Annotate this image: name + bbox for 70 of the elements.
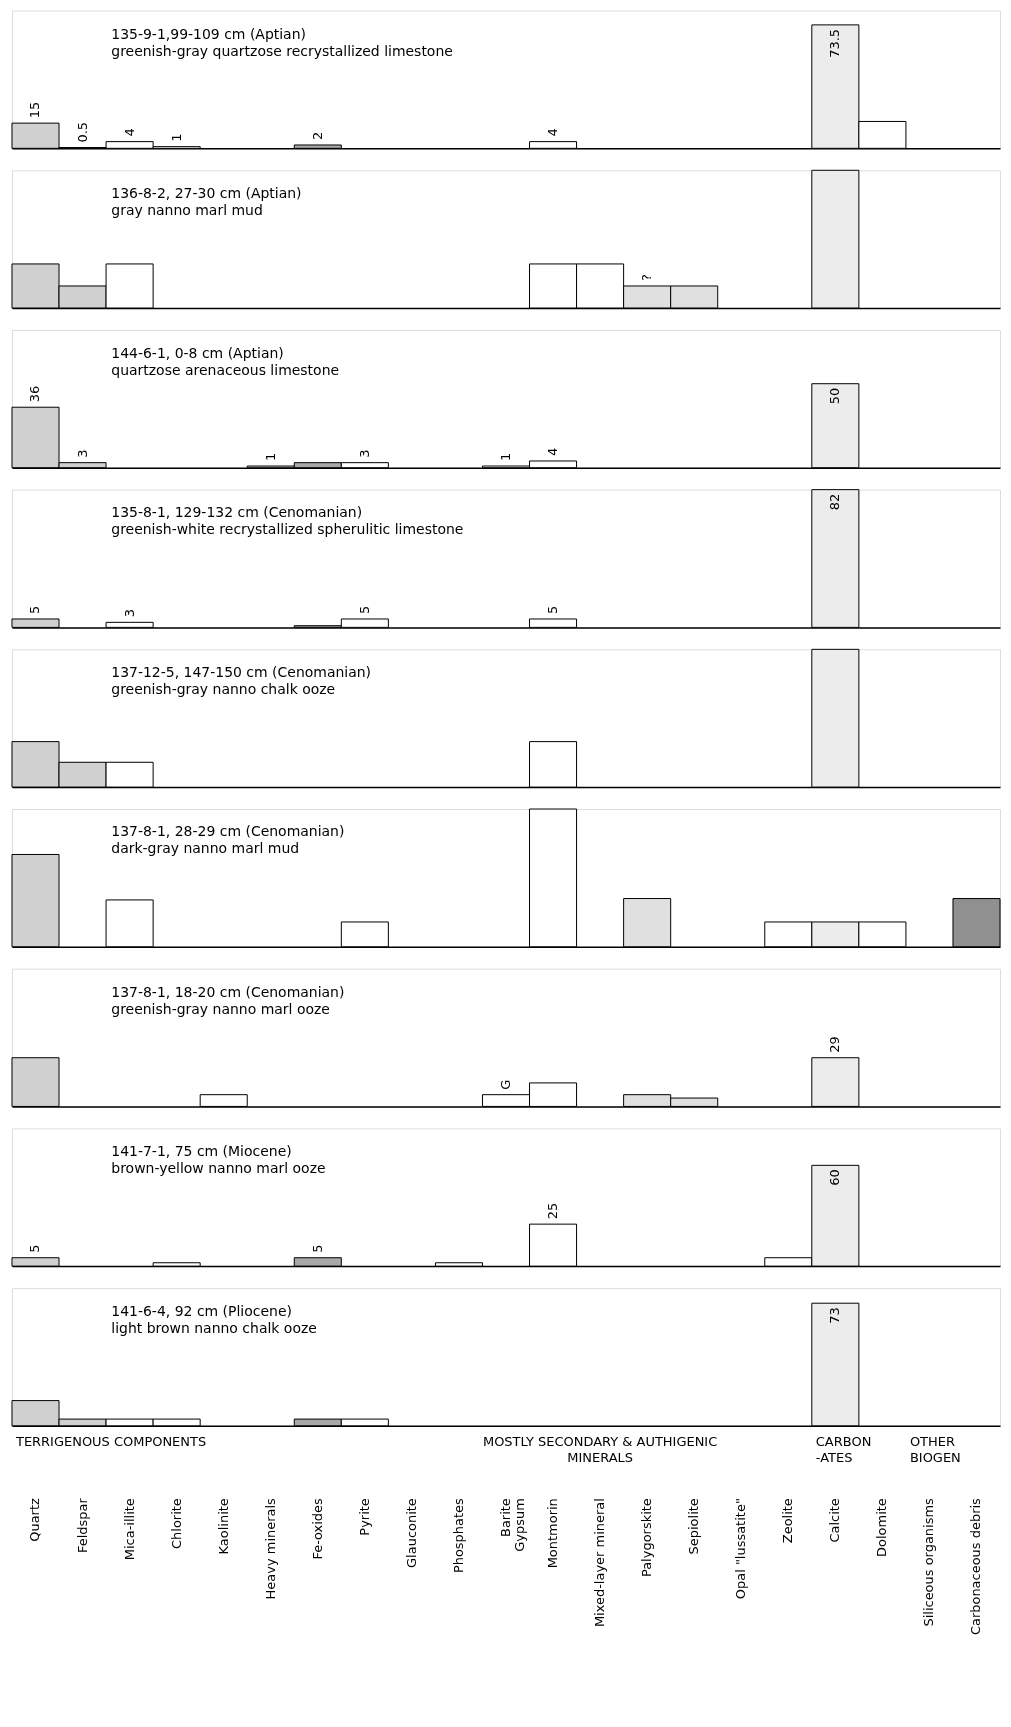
data-label: 3 — [121, 609, 137, 618]
x-tick-label: Calcite — [827, 1498, 843, 1543]
data-label: 4 — [121, 128, 137, 137]
data-label: 0.5 — [74, 121, 90, 143]
chart-title: 135-9-1,99-109 cm (Aptian) — [111, 25, 306, 42]
data-label: 73 — [827, 1307, 843, 1324]
text: CARBON -ATES — [815, 1433, 872, 1465]
text: TERRIGENOUS COMPONENTS — [14, 1433, 207, 1449]
x-tick-label: Feldspar — [74, 1497, 90, 1553]
data-label: 4 — [545, 447, 561, 456]
data-label: 1 — [168, 133, 184, 142]
data-label: 15 — [27, 101, 43, 119]
x-tick-label: Montmorin — [545, 1498, 561, 1569]
data-label: 2 — [309, 131, 325, 140]
text: greenish-white recrystallized spherulitic limestone — [111, 521, 464, 538]
x-tick-label: Siliceous organisms — [921, 1497, 937, 1627]
data-label: 3 — [74, 449, 90, 458]
x-tick-label: Mixed-layer mineral — [592, 1498, 608, 1628]
data-label: 1 — [262, 452, 278, 462]
x-tick-label: Heavy minerals — [262, 1497, 278, 1600]
data-label: 60 — [827, 1169, 843, 1186]
chart-title: 141-7-1, 75 cm (Miocene) — [111, 1143, 292, 1160]
x-tick-label: Mica-illite — [121, 1498, 137, 1561]
text: 137-8-1, 28-29 cm (Cenomanian) — [111, 823, 345, 840]
data-label: 5 — [309, 1244, 325, 1253]
x-tick-label: Quartz — [27, 1497, 43, 1542]
chart-subtitle: greenish-gray nanno marl ooze — [111, 1000, 330, 1017]
data-label: 5 — [545, 605, 561, 614]
text: 135-8-1, 129-132 cm (Cenomanian) — [111, 504, 363, 521]
x-tick-label: Fe-oxides — [309, 1497, 325, 1560]
x-tick-label: Barite Gypsum — [497, 1498, 527, 1552]
text: dark-gray nanno marl mud — [111, 840, 300, 857]
x-tick-label: Zeolite — [780, 1498, 796, 1544]
text: OTHER BIOGEN — [909, 1433, 961, 1465]
text: 136-8-2, 27-30 cm (Aptian) — [111, 184, 302, 201]
annotation: ? — [639, 274, 655, 281]
data-label: 3 — [356, 449, 372, 458]
data-label: 36 — [27, 385, 43, 403]
x-tick-label: Pyrite — [356, 1498, 372, 1536]
x-tick-label: Chlorite — [168, 1498, 184, 1549]
chart-title: 141-6-4, 92 cm (Pliocene) — [111, 1303, 292, 1320]
text: gray nanno marl mud — [111, 201, 263, 218]
text: 137-12-5, 147-150 cm (Cenomanian) — [111, 663, 372, 680]
text: greenish-gray quartzose recrystallized limestone — [111, 42, 453, 59]
x-tick-label: Glauconite — [403, 1498, 419, 1568]
x-tick-label: Palygorskite — [639, 1498, 655, 1578]
data-label: 50 — [827, 387, 843, 405]
data-label: 5 — [27, 605, 43, 614]
data-label: 29 — [827, 1036, 843, 1053]
annotation: G — [497, 1079, 513, 1090]
data-label: 5 — [356, 605, 372, 614]
x-tick-label: Kaolinite — [215, 1498, 231, 1555]
data-label: 5 — [27, 1244, 43, 1253]
data-label: 1 — [497, 452, 513, 462]
data-label: 82 — [827, 493, 843, 511]
chart-title: 137-8-1, 18-20 cm (Cenomanian) — [111, 983, 345, 1000]
x-tick-label: Opal "lussatite" — [733, 1498, 749, 1600]
text: MOSTLY SECONDARY & AUTHIGENIC MINERALS — [482, 1433, 718, 1465]
chart-subtitle: brown-yellow nanno marl ooze — [111, 1160, 326, 1177]
chart-title: 144-6-1, 0-8 cm (Aptian) — [111, 344, 284, 361]
text: light brown nanno chalk ooze — [111, 1319, 317, 1336]
data-label: 73.5 — [827, 28, 843, 58]
text: greenish-gray nanno chalk ooze — [111, 680, 336, 697]
x-tick-label: Carbonaceous debris — [968, 1497, 984, 1636]
x-tick-label: Sepiolite — [686, 1498, 702, 1555]
chart-subtitle: quartzose arenaceous limestone — [111, 361, 340, 378]
data-label: 4 — [545, 128, 561, 137]
x-tick-label: Dolomite — [874, 1498, 890, 1557]
data-label: 25 — [545, 1202, 561, 1220]
x-tick-label: Phosphates — [450, 1497, 466, 1574]
